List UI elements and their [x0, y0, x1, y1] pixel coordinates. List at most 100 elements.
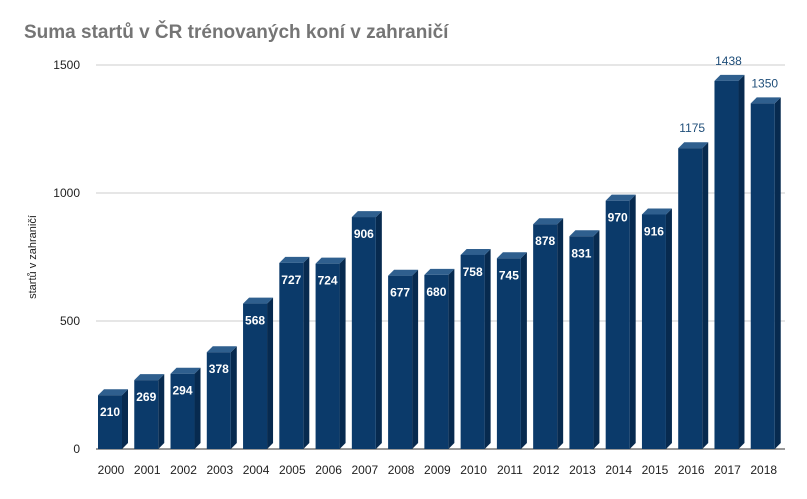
data-label-2011: 745: [499, 268, 519, 282]
bar-front: [533, 224, 558, 449]
x-tick-label-2008: 2008: [388, 463, 415, 477]
bar-top: [170, 367, 201, 374]
bar-top: [424, 268, 455, 275]
bar-top: [388, 269, 419, 276]
bar-2012: [533, 218, 564, 449]
bar-side: [375, 211, 382, 449]
bar-side: [303, 256, 310, 449]
bar-front: [243, 303, 268, 449]
bar-top: [315, 257, 346, 264]
x-tick-label-2010: 2010: [460, 463, 487, 477]
bar-side: [339, 257, 346, 449]
data-label-2001: 269: [136, 390, 156, 404]
chart-title: Suma startů v ČR trénovaných koní v zahr…: [24, 22, 449, 43]
x-tick-label-2015: 2015: [642, 463, 669, 477]
bar-top: [134, 374, 165, 381]
x-tick-label-2000: 2000: [98, 463, 125, 477]
data-label-2018: 1350: [751, 76, 778, 90]
x-tick-label-2004: 2004: [243, 463, 270, 477]
bar-front: [496, 258, 521, 449]
y-axis: 0 500 1000 1500: [53, 58, 80, 456]
x-tick-label-2018: 2018: [750, 463, 777, 477]
data-label-2003: 378: [209, 362, 229, 376]
x-tick-label-2011: 2011: [497, 463, 523, 477]
bar-top: [98, 389, 128, 396]
bar-front: [134, 380, 159, 449]
data-label-2002: 294: [173, 384, 193, 398]
bar-top: [605, 194, 636, 201]
bar-side: [122, 389, 128, 449]
bar-side: [774, 97, 781, 450]
bar-side: [702, 142, 709, 449]
bar-side: [267, 297, 274, 449]
bar-front: [388, 275, 413, 449]
x-tick-label-2007: 2007: [351, 463, 378, 477]
bar-2008: [388, 269, 419, 449]
data-label-2013: 831: [571, 246, 591, 260]
bar-2018: [750, 97, 781, 450]
bar-2015: [641, 208, 672, 449]
bar-top: [206, 346, 237, 353]
y-tick-label: 0: [73, 442, 80, 456]
bar-front: [714, 80, 739, 449]
bar-side: [448, 268, 455, 449]
x-tick-label-2002: 2002: [170, 463, 197, 477]
data-label-2004: 568: [245, 314, 265, 328]
bar-front: [206, 352, 231, 449]
data-label-2016: 1175: [679, 121, 705, 135]
data-label-2000: 210: [100, 405, 120, 419]
bar-front: [351, 217, 376, 449]
bar-side: [629, 194, 636, 449]
bar-side: [665, 208, 672, 449]
bar-2004: [243, 297, 274, 449]
x-tick-label-2001: 2001: [134, 463, 161, 477]
bar-side: [520, 252, 527, 449]
bar-side: [738, 74, 745, 449]
bar-front: [569, 236, 594, 449]
bar-side: [484, 248, 491, 449]
bar-top: [641, 208, 672, 215]
data-label-2005: 727: [281, 273, 301, 287]
x-tick-label-2009: 2009: [424, 463, 451, 477]
bar-top: [496, 252, 527, 259]
data-label-2009: 680: [426, 285, 446, 299]
bar-front: [98, 395, 122, 449]
data-label-2015: 916: [644, 225, 664, 239]
bar-2009: [424, 268, 455, 449]
bar-front: [605, 200, 630, 449]
bar-2002: [170, 367, 201, 449]
bar-top: [243, 297, 274, 304]
bar-2005: [279, 256, 310, 449]
bar-front: [750, 103, 775, 450]
bar-side: [194, 367, 201, 449]
bar-2014: [605, 194, 636, 449]
bar-top: [351, 211, 382, 218]
data-label-2017: 1438: [715, 54, 742, 68]
x-tick-label-2012: 2012: [533, 463, 560, 477]
bar-side: [230, 346, 237, 449]
bar-top: [460, 248, 491, 255]
x-tick-label-2003: 2003: [206, 463, 233, 477]
bar-front: [170, 373, 195, 449]
bar-side: [412, 269, 419, 449]
data-label-2012: 878: [535, 234, 555, 248]
bar-side: [158, 374, 165, 449]
x-tick-label-2013: 2013: [569, 463, 596, 477]
bar-side: [593, 230, 600, 449]
bar-top: [569, 230, 600, 237]
x-tick-label-2016: 2016: [678, 463, 705, 477]
bar-top: [714, 74, 745, 81]
y-tick-label: 1000: [53, 186, 80, 200]
bar-top: [533, 218, 564, 225]
bar-2001: [134, 374, 165, 449]
data-label-2010: 758: [463, 265, 483, 279]
bar-2000: [98, 389, 128, 449]
y-tick-label: 500: [60, 314, 80, 328]
x-tick-label-2017: 2017: [714, 463, 741, 477]
bar-front: [424, 274, 449, 449]
y-axis-label: startů v zahraničí: [27, 215, 39, 299]
y-tick-label: 1500: [53, 58, 80, 72]
bar-top: [750, 97, 781, 104]
data-label-2008: 677: [390, 286, 410, 300]
